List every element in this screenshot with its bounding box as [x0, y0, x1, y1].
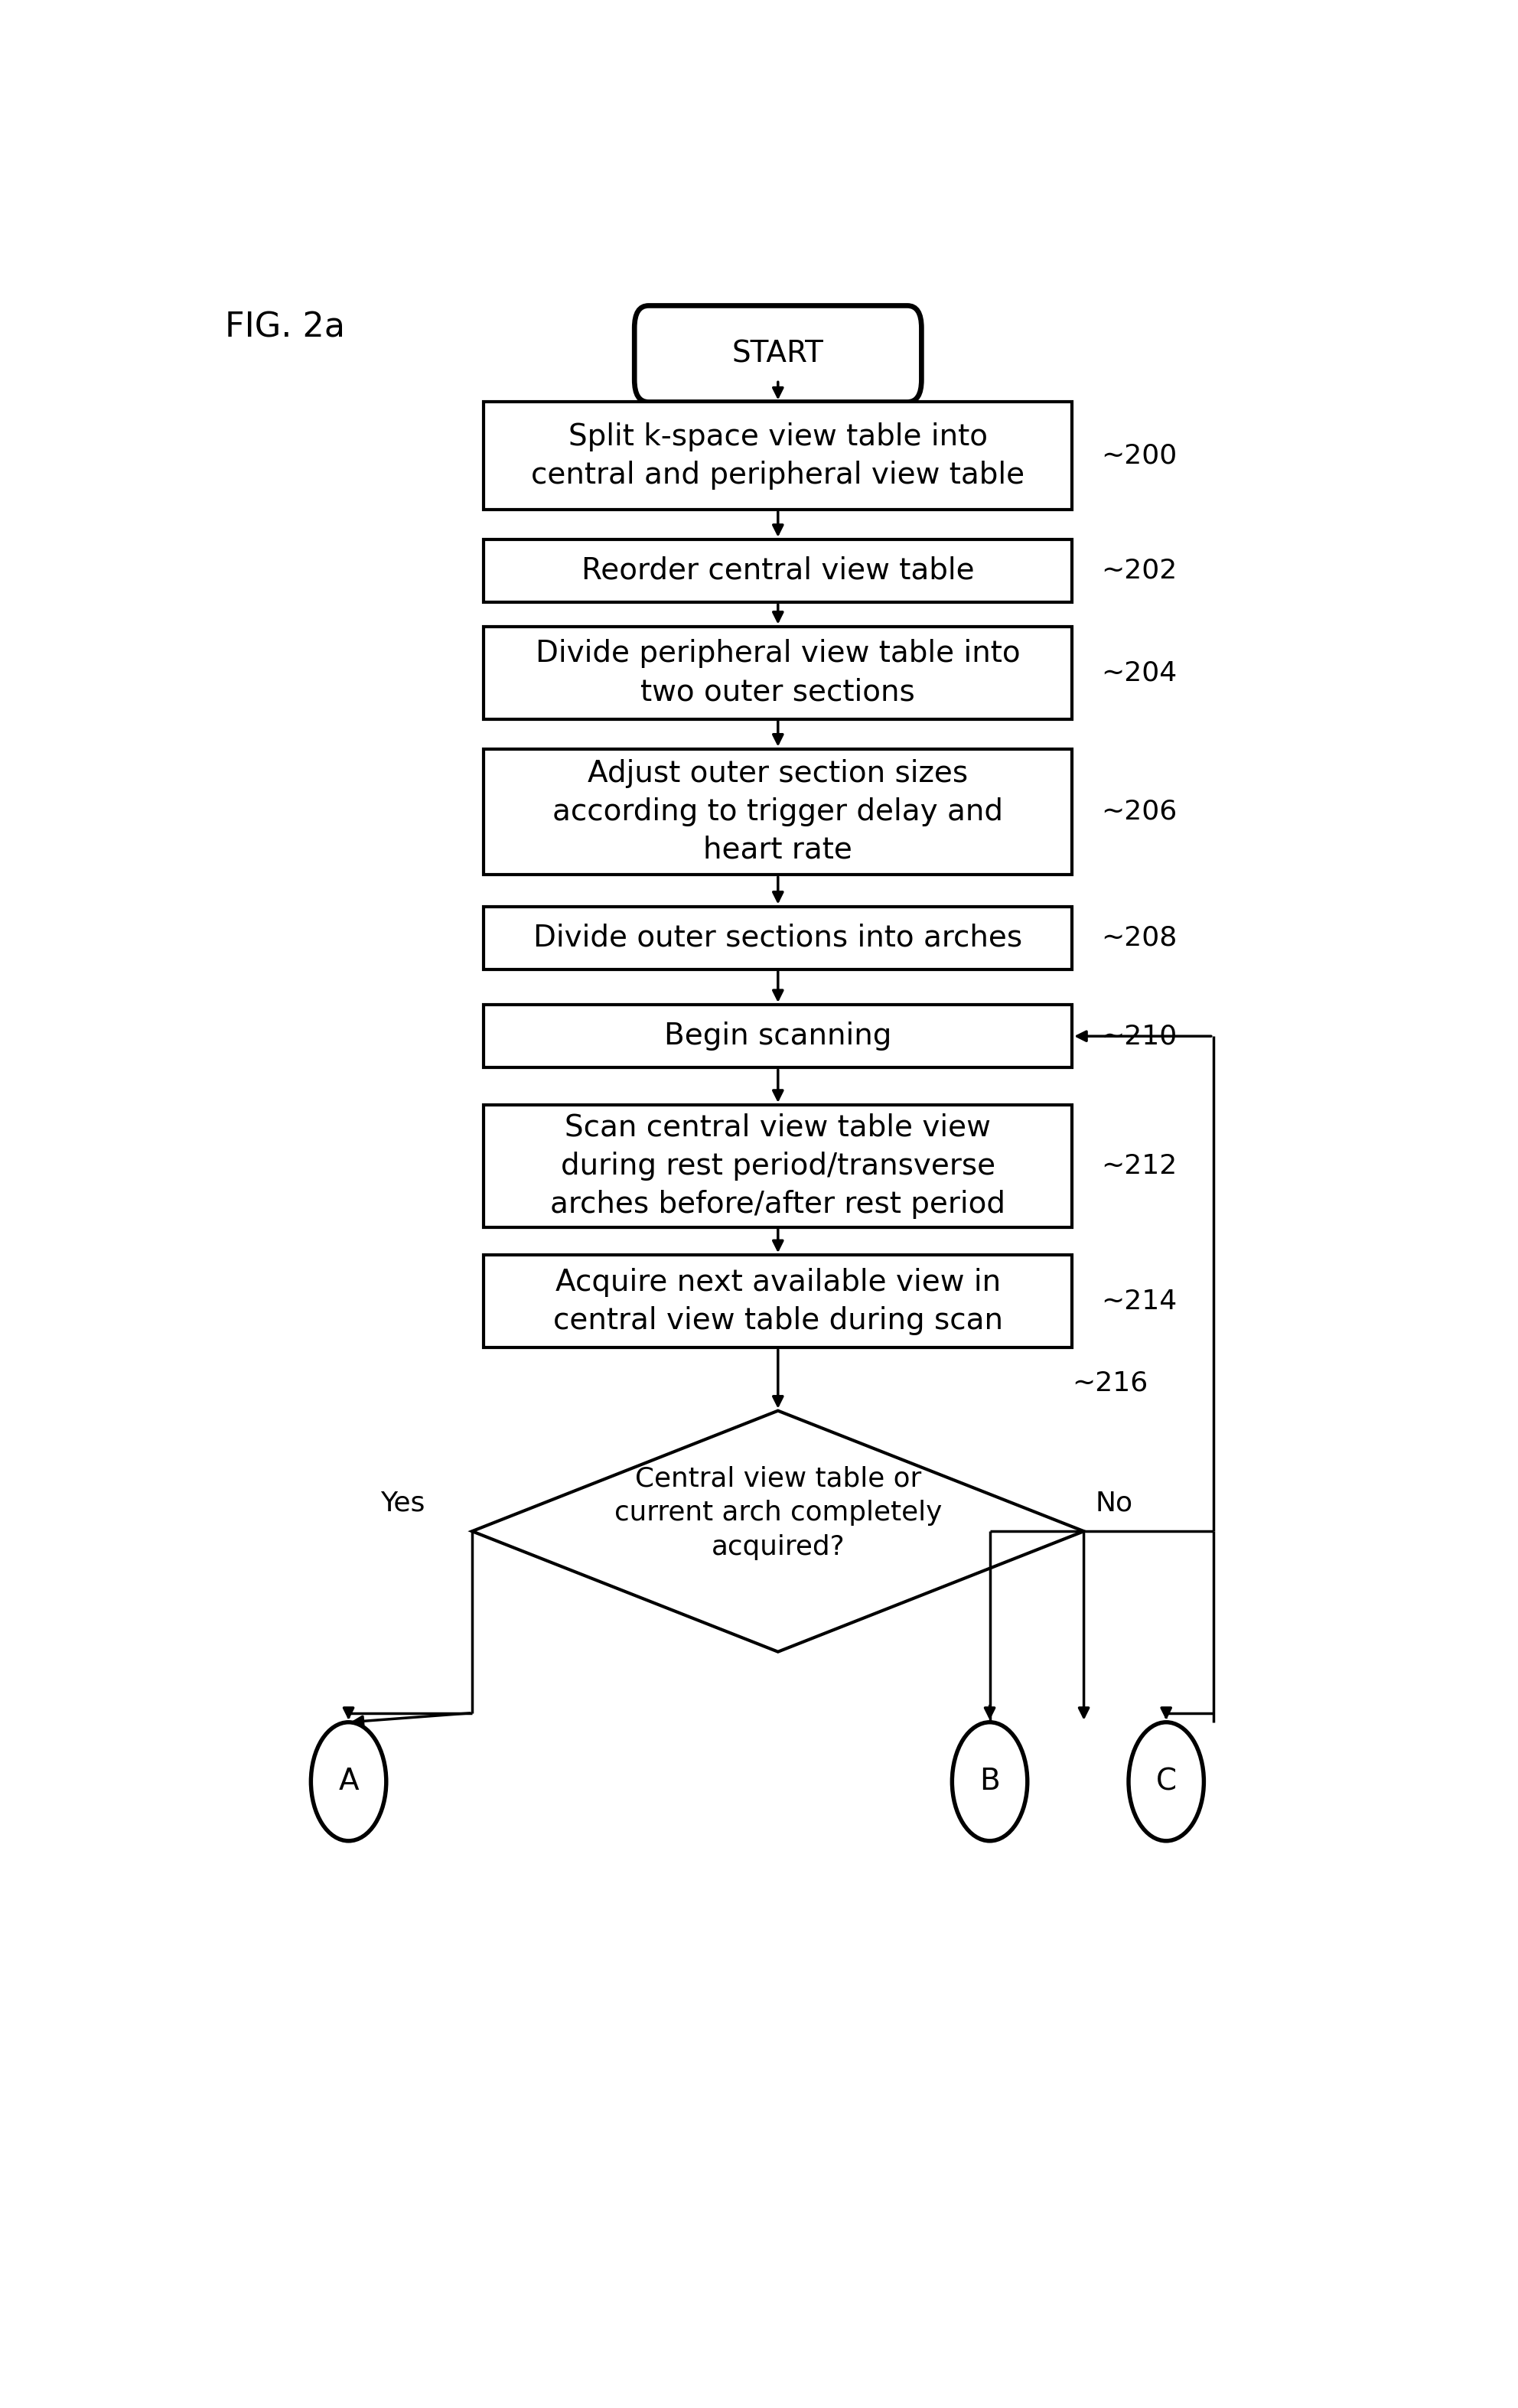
Bar [484, 1105, 1072, 1228]
Text: ∼204: ∼204 [1102, 660, 1178, 686]
Text: ∼206: ∼206 [1102, 799, 1178, 826]
Bar [484, 1004, 1072, 1067]
Text: Acquire next available view in
central view table during scan: Acquire next available view in central v… [553, 1267, 1003, 1334]
Text: C: C [1155, 1767, 1176, 1796]
Bar [484, 402, 1072, 510]
Text: ∼214: ∼214 [1102, 1288, 1178, 1315]
Text: Scan central view table view
during rest period/transverse
arches before/after r: Scan central view table view during rest… [551, 1112, 1005, 1218]
Text: ∼202: ∼202 [1102, 559, 1178, 583]
Bar [484, 539, 1072, 602]
Text: B: B [979, 1767, 1000, 1796]
Circle shape [952, 1722, 1028, 1840]
Circle shape [1128, 1722, 1204, 1840]
Text: ∼212: ∼212 [1102, 1153, 1178, 1180]
Text: ∼200: ∼200 [1102, 443, 1178, 470]
Text: ∼210: ∼210 [1102, 1023, 1178, 1050]
Text: START: START [732, 340, 824, 368]
FancyBboxPatch shape [635, 306, 921, 402]
Bar [484, 749, 1072, 874]
Text: FIG. 2a: FIG. 2a [225, 311, 345, 344]
Text: Split k-space view table into
central and peripheral view table: Split k-space view table into central an… [531, 421, 1025, 489]
Bar [484, 626, 1072, 720]
Text: Divide outer sections into arches: Divide outer sections into arches [533, 922, 1023, 954]
Bar [484, 905, 1072, 970]
Polygon shape [472, 1411, 1084, 1652]
Bar [484, 1255, 1072, 1348]
Text: Begin scanning: Begin scanning [665, 1021, 891, 1050]
Text: No: No [1096, 1491, 1134, 1517]
Text: Yes: Yes [381, 1491, 425, 1517]
Text: ∼216: ∼216 [1072, 1370, 1148, 1397]
Text: Reorder central view table: Reorder central view table [581, 556, 975, 585]
Text: Adjust outer section sizes
according to trigger delay and
heart rate: Adjust outer section sizes according to … [553, 759, 1003, 864]
Text: Central view table or
current arch completely
acquired?: Central view table or current arch compl… [615, 1466, 941, 1560]
Text: A: A [339, 1767, 358, 1796]
Text: Divide peripheral view table into
two outer sections: Divide peripheral view table into two ou… [536, 638, 1020, 706]
Circle shape [311, 1722, 386, 1840]
Text: ∼208: ∼208 [1102, 925, 1178, 951]
